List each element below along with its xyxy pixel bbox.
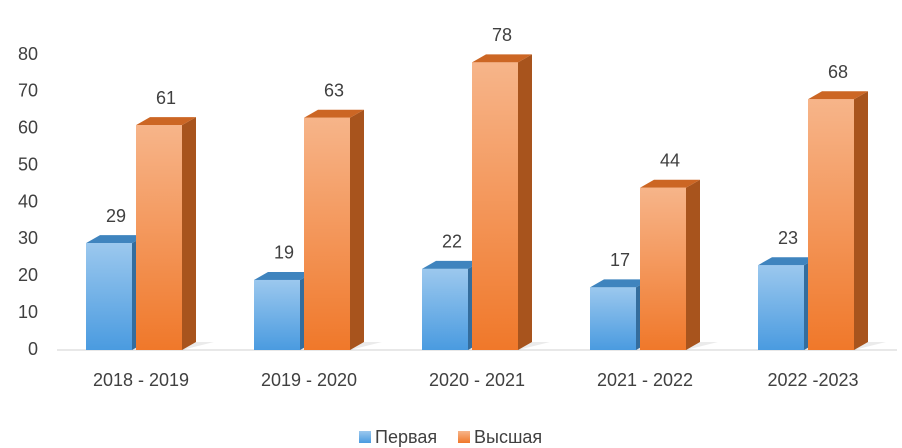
- bar-top: [136, 117, 196, 126]
- bar-side: [182, 117, 196, 350]
- legend-label: Первая: [375, 427, 437, 447]
- bar-shine: [422, 268, 468, 350]
- bar-top: [254, 271, 314, 280]
- bar-top: [422, 260, 482, 269]
- bar-top: [304, 109, 364, 118]
- legend-swatch-shine: [359, 431, 371, 443]
- x-tick-label: 2018 - 2019: [93, 370, 189, 390]
- data-label: 68: [828, 62, 848, 82]
- bar-shine: [254, 279, 300, 350]
- data-label: 61: [156, 88, 176, 108]
- bar-shine: [86, 243, 132, 350]
- legend-label: Высшая: [474, 427, 542, 447]
- bar-shine: [640, 187, 686, 350]
- y-tick-label: 60: [18, 118, 38, 138]
- y-tick-label: 80: [18, 44, 38, 64]
- y-tick-label: 30: [18, 228, 38, 248]
- bar-top: [86, 235, 146, 244]
- legend-swatch-shine: [458, 431, 470, 443]
- bar-top: [472, 54, 532, 63]
- bar-shine: [808, 99, 854, 350]
- bar-shine: [472, 62, 518, 350]
- bar-side: [686, 179, 700, 350]
- bar-top: [808, 91, 868, 100]
- data-label: 23: [778, 228, 798, 248]
- bar-shine: [590, 287, 636, 350]
- data-label: 22: [442, 232, 462, 252]
- bar-top: [640, 179, 700, 188]
- x-tick-label: 2022 -2023: [767, 370, 858, 390]
- y-tick-label: 20: [18, 265, 38, 285]
- data-label: 63: [324, 80, 344, 100]
- y-tick-label: 10: [18, 302, 38, 322]
- bar-top: [590, 279, 650, 288]
- bar-top: [758, 257, 818, 266]
- y-tick-label: 40: [18, 191, 38, 211]
- y-tick-label: 50: [18, 154, 38, 174]
- data-label: 19: [274, 243, 294, 263]
- bar-side: [350, 109, 364, 350]
- y-tick-label: 70: [18, 81, 38, 101]
- data-label: 17: [610, 250, 630, 270]
- data-label: 44: [660, 151, 680, 171]
- y-tick-label: 0: [28, 339, 38, 359]
- data-label: 78: [492, 25, 512, 45]
- x-tick-label: 2020 - 2021: [429, 370, 525, 390]
- bar-shine: [758, 265, 804, 350]
- bar-shine: [136, 125, 182, 350]
- x-tick-label: 2019 - 2020: [261, 370, 357, 390]
- bar-side: [518, 54, 532, 350]
- bar-shine: [304, 117, 350, 350]
- bar-side: [854, 91, 868, 350]
- x-tick-label: 2021 - 2022: [597, 370, 693, 390]
- data-label: 29: [106, 206, 126, 226]
